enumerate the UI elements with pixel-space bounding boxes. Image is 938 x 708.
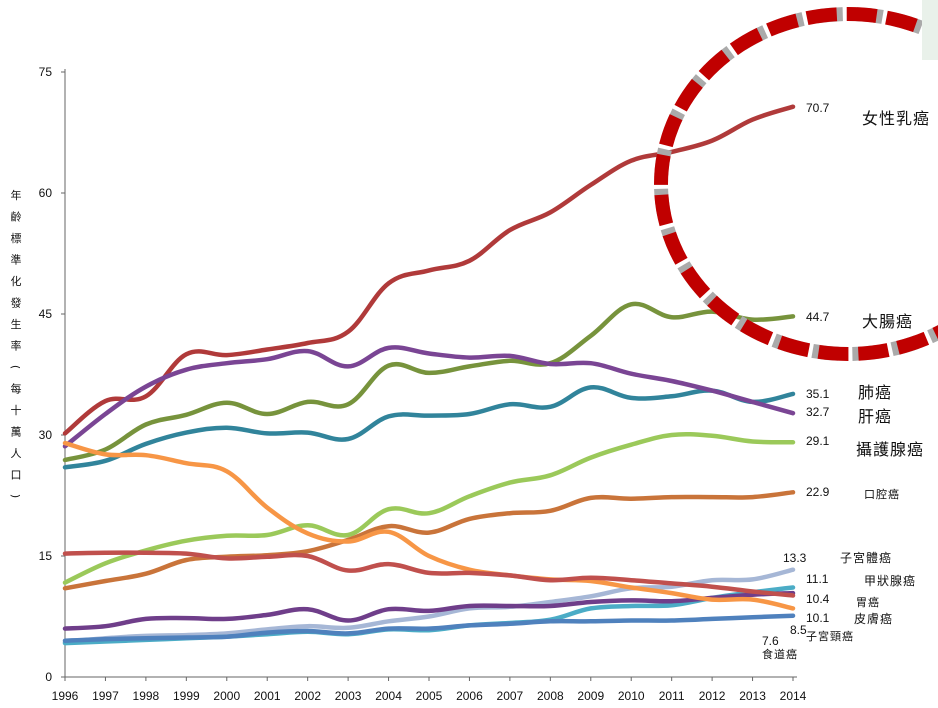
y-axis-title-char: 十 [11,403,22,417]
series-name-label: 大腸癌 [862,312,913,331]
series-line [62,613,796,643]
x-tick-label: 2004 [375,689,402,703]
series-end-value: 70.7 [806,101,830,115]
y-axis-title-char: 年 [11,188,22,202]
y-tick-label: 0 [45,670,52,684]
series-end-value: 29.1 [806,434,830,448]
series-name-label: 胃癌 [856,595,880,609]
series-name-label: 食道癌 [762,647,798,661]
series-name-label: 子宮體癌 [840,550,892,565]
corner-decoration [922,0,938,60]
x-tick-label: 1998 [133,689,160,703]
y-axis-title-char: 率 [11,339,22,353]
x-tick-label: 2000 [213,689,240,703]
y-axis-title-char: 化 [11,274,22,288]
y-axis-title-char: 每 [11,382,22,396]
series-name-label: 子宮頸癌 [806,629,854,643]
highlight-ring-gaps [654,7,938,361]
axes [64,69,797,678]
series-end-value: 35.1 [806,387,830,401]
series-end-value: 10.4 [806,592,830,606]
y-axis-title-char: 發 [11,296,22,310]
y-tick-label: 60 [39,186,53,200]
x-tick-label: 2014 [780,689,807,703]
series-line [62,590,796,631]
series-end-value: 11.1 [806,572,829,586]
x-tick-label: 2005 [416,689,443,703]
series-line [62,550,796,598]
series-name-label: 口腔癌 [864,487,900,501]
y-axis-title-char: 口 [11,469,22,482]
x-tick-label: 2009 [577,689,604,703]
series-name-label: 攝護腺癌 [856,440,924,459]
x-tick-label: 2006 [456,689,483,703]
series-end-value: 44.7 [806,310,830,324]
series-end-value: 13.3 [783,551,807,565]
highlight-ring [654,7,938,361]
x-ticks: 1996 1997 1998 1999 2000 2001 2002 2003 2004 2005… [52,677,807,703]
series-end-value: 7.6 [762,634,779,648]
y-axis-title-char: ) [9,494,22,498]
series-line [62,104,796,436]
series-lines [62,104,796,646]
x-tick-label: 2007 [497,689,524,703]
y-axis-title-char: 標 [11,231,22,245]
highlight-ring-dashes [654,7,938,361]
x-tick-label: 2013 [739,689,766,703]
y-axis-title-char: 生 [11,317,22,331]
series-line [62,301,796,463]
series-line [62,440,796,611]
x-tick-label: 1999 [173,689,200,703]
series-end-value: 10.1 [806,611,830,625]
series-name-label: 女性乳癌 [862,109,930,128]
series-name-label: 肝癌 [858,407,892,426]
series-line [62,385,796,470]
series-end-value: 22.9 [806,485,830,499]
series-end-value: 32.7 [806,405,830,419]
y-axis-title-char: 萬 [11,426,22,439]
y-axis-title-char: ( [9,365,22,369]
series-name-label: 甲狀腺癌 [864,573,916,588]
y-tick-label: 45 [39,307,53,321]
y-axis-title-char: 準 [11,253,22,267]
y-axis-title-char: 人 [11,447,22,460]
x-tick-label: 2012 [699,689,726,703]
y-ticks: 0 15 30 45 60 75 [39,65,65,684]
x-tick-label: 2003 [335,689,362,703]
series-line [62,567,796,645]
y-axis-title-char: 齡 [11,210,22,224]
series-line [62,431,796,585]
series-end-value: 8.5 [790,623,807,637]
series-name-label: 皮膚癌 [854,611,893,626]
y-tick-label: 75 [39,65,53,79]
x-tick-label: 2011 [659,689,685,703]
series-name-label: 肺癌 [858,383,892,402]
x-tick-label: 2001 [254,689,281,703]
x-tick-label: 2010 [618,689,645,703]
x-tick-label: 2002 [294,689,321,703]
series-line [62,490,796,591]
end-value-labels: 70.7 44.7 35.1 32.7 29.1 22.9 13.3 11.1 10.4 10.1… [762,101,830,648]
x-tick-label: 1996 [52,689,79,703]
x-tick-label: 1997 [92,689,119,703]
x-tick-label: 2008 [537,689,564,703]
y-tick-label: 15 [39,549,53,563]
y-tick-label: 30 [39,428,53,442]
series-line [62,345,796,449]
